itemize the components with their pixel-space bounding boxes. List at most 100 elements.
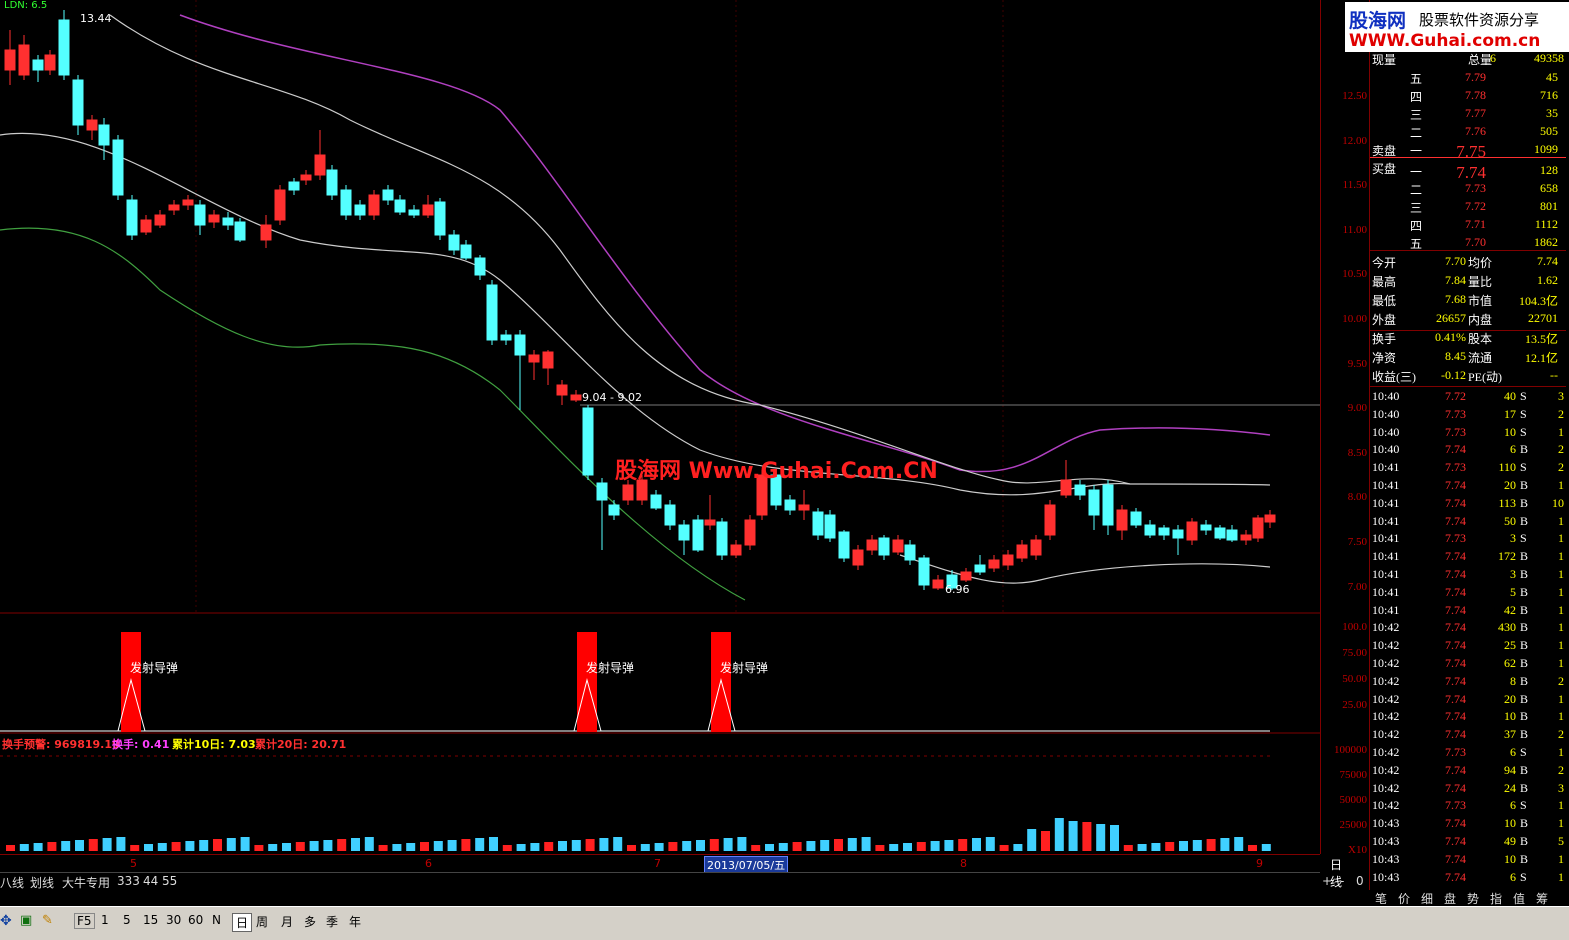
- svg-text:发射导弹: 发射导弹: [130, 660, 178, 675]
- period-n[interactable]: N: [212, 913, 221, 927]
- quote-tab[interactable]: 细: [1421, 892, 1434, 906]
- divider: [1370, 250, 1566, 251]
- vol-header-3: 累计10日: 7.03: [172, 737, 256, 751]
- zoom-minus[interactable]: -: [1340, 874, 1345, 888]
- quote-tab[interactable]: 指: [1490, 892, 1503, 906]
- quote-tab-strip: 笔价细盘势指值筹: [0, 890, 1569, 906]
- period-label[interactable]: 日线: [1330, 858, 1343, 889]
- quote-tab[interactable]: 筹: [1536, 892, 1549, 906]
- divider: [1370, 330, 1566, 331]
- quote-row: 10:42 7.74 430 B 1: [1372, 620, 1564, 635]
- quote-row: 10:40 7.73 17 S 2: [1372, 406, 1564, 421]
- svg-text:发射导弹: 发射导弹: [720, 660, 768, 675]
- axis-label: 75000: [1339, 769, 1368, 781]
- f5-button[interactable]: F5: [74, 913, 95, 929]
- zoom-plus[interactable]: +: [1322, 874, 1333, 888]
- period-year[interactable]: 年: [349, 915, 362, 929]
- tab-44[interactable]: 44: [143, 874, 159, 888]
- vol-header-2: 换手: 0.41: [112, 737, 169, 751]
- move-icon[interactable]: ✥: [0, 913, 12, 929]
- quote-row: 现量 6 总量 49358: [1372, 51, 1564, 67]
- quote-row: 10:42 7.74 25 B 1: [1372, 638, 1564, 653]
- quote-row: 10:43 7.74 10 B 1: [1372, 816, 1564, 831]
- pen-icon[interactable]: ✎: [42, 913, 53, 928]
- quote-row: 10:42 7.74 24 B 3: [1372, 780, 1564, 795]
- quote-tab[interactable]: 笔: [1375, 892, 1388, 906]
- quote-tab[interactable]: 值: [1513, 892, 1526, 906]
- tab-bax[interactable]: 八线: [0, 876, 25, 890]
- axis-label: 100.0: [1342, 621, 1367, 633]
- quote-row: 10:42 7.74 62 B 1: [1372, 656, 1564, 670]
- period-15[interactable]: 15: [143, 913, 159, 927]
- axis-label: 75.00: [1342, 647, 1367, 659]
- axis-label: 8.50: [1347, 446, 1367, 459]
- price-axis: 12.50 12.00 11.50 11.00 10.50 10.00 9.50 9.00 8.…: [1320, 0, 1369, 856]
- quote-row: 10:40 7.74 6 B 2: [1372, 442, 1564, 457]
- quote-row: 净资 8.45 流通 12.1亿: [1372, 349, 1558, 365]
- quote-row: 10:41 7.74 3 B 1: [1372, 567, 1564, 581]
- period-5[interactable]: 5: [123, 913, 131, 927]
- quote-row: 收益(三) -0.12 PE(动) --: [1372, 368, 1558, 384]
- axis-label: 11.00: [1342, 223, 1367, 236]
- quote-row: 10:43 7.74 10 B 1: [1372, 851, 1564, 866]
- period-month[interactable]: 月: [281, 915, 294, 929]
- quote-row: 五 7.70 1862: [1410, 235, 1558, 251]
- signal-chart[interactable]: 发射导弹 发射导弹 发射导弹: [0, 614, 1320, 734]
- quote-tab[interactable]: 势: [1467, 892, 1480, 906]
- signal-1: 发射导弹: [117, 632, 178, 732]
- period-60[interactable]: 60: [188, 913, 204, 927]
- quote-row: 最高 7.84 量比 1.62: [1372, 273, 1558, 289]
- site-logo: 股海网 股票软件资源分享 WWW.Guhai.com.cn: [1345, 2, 1569, 52]
- quote-row: 买盘: [1372, 162, 1397, 176]
- quote-row: 10:40 7.72 40 S 3: [1372, 389, 1564, 403]
- quote-row: 二 7.73 658: [1410, 181, 1558, 197]
- period-1[interactable]: 1: [101, 913, 109, 927]
- quote-row: 10:42 7.73 6 S 1: [1372, 798, 1564, 813]
- quote-tab[interactable]: 盘: [1444, 892, 1457, 906]
- current-date-label: 2013/07/05/五: [704, 856, 789, 874]
- svg-text:发射导弹: 发射导弹: [586, 660, 634, 675]
- indicator-tabs: 八线 划线 大牛专用 333 44 55 + - 0: [0, 872, 1364, 891]
- period-week[interactable]: 周: [256, 915, 269, 929]
- divider: [1370, 386, 1566, 387]
- quote-row: 卖盘: [1372, 144, 1397, 158]
- period-multi[interactable]: 多: [304, 915, 317, 929]
- quote-row: 10:43 7.74 6 S 1: [1372, 869, 1564, 884]
- tab-55[interactable]: 55: [162, 874, 178, 888]
- period-quarter[interactable]: 季: [326, 915, 339, 929]
- quote-row: 一 7.74 128: [1410, 163, 1558, 182]
- tab-333[interactable]: 333: [117, 874, 140, 888]
- period-30[interactable]: 30: [166, 913, 182, 927]
- quote-row: 10:42 7.74 94 B 2: [1372, 762, 1564, 777]
- quote-row: 10:41 7.74 172 B 1: [1372, 549, 1564, 564]
- axis-label: 9.50: [1347, 357, 1367, 370]
- vol-header-4: 累计20日: 20.71: [255, 737, 346, 751]
- quote-row: 10:40 7.73 10 S 1: [1372, 424, 1564, 439]
- date-axis: 5 6 7 8 9 2013/07/05/五 日线: [0, 854, 1342, 889]
- range-mark: 9.04 - 9.02: [582, 391, 642, 404]
- axis-label: 12.00: [1342, 134, 1367, 147]
- quote-row: 最低 7.68 市值 104.3亿: [1372, 292, 1558, 308]
- tab-daniu[interactable]: 大牛专用: [62, 876, 111, 890]
- indicator-header: LDN: 6.5: [4, 0, 47, 11]
- axis-label: 7.00: [1347, 580, 1367, 593]
- zoom-zero[interactable]: 0: [1356, 874, 1364, 888]
- quote-tab[interactable]: 价: [1398, 892, 1411, 906]
- volume-chart[interactable]: 换手预警: 969819.19 换手: 0.41 累计10日: 7.03 累计2…: [0, 736, 1320, 854]
- quote-row: 10:42 7.74 8 B 2: [1372, 673, 1564, 688]
- divider: [1370, 157, 1566, 158]
- axis-label: 50.00: [1342, 673, 1367, 685]
- quote-row: 三 7.77 35: [1410, 106, 1558, 122]
- axis-label: 25000: [1339, 819, 1368, 831]
- quote-row: 一 7.75 1099: [1410, 142, 1558, 161]
- quote-row: 三 7.72 801: [1410, 199, 1558, 215]
- quote-row: 10:42 7.73 6 S 1: [1372, 745, 1564, 759]
- window-icon[interactable]: ▣: [20, 913, 33, 928]
- price-chart[interactable]: 13.44 9.04 - 9.02 6.96 股海网 Www.Guhai.Com…: [0, 0, 1320, 614]
- quote-row: 10:41 7.74 50 B 1: [1372, 513, 1564, 528]
- tab-huaxian[interactable]: 划线: [30, 876, 55, 890]
- period-toolbar: ✥ ▣ ✎ F5 1 5 15 30 60 N 日 周 月 多 季 年: [0, 906, 1569, 940]
- period-day[interactable]: 日: [232, 913, 253, 932]
- axis-label: 12.50: [1342, 90, 1367, 102]
- axis-label: 50000: [1339, 794, 1368, 806]
